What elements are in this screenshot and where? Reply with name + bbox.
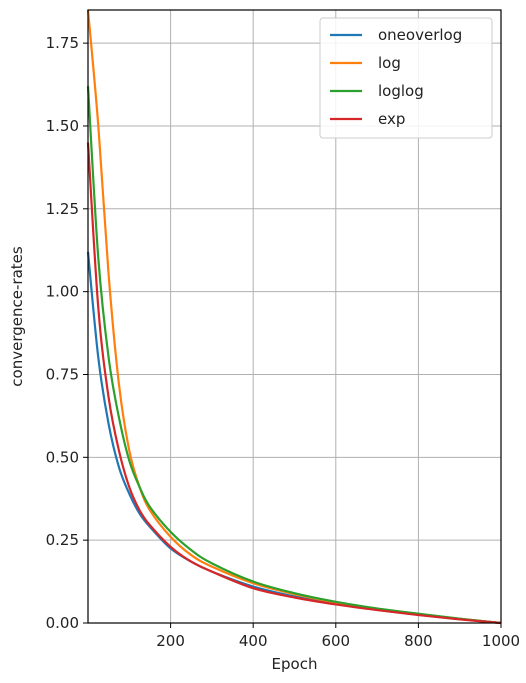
plot-frame [87,9,502,624]
x-tick-label: 600 [321,632,350,650]
x-axis-ticks: 200 400 600 800 1000 [156,623,520,650]
legend-label: loglog [378,82,424,100]
x-tick-label: 1000 [482,632,520,650]
y-tick-label: 0.00 [46,614,79,632]
y-tick-label: 1.25 [46,200,79,218]
legend-label: oneoverlog [378,26,462,44]
x-axis-title: Epoch [272,655,318,673]
legend-label: log [378,54,401,72]
y-tick-label: 1.50 [46,117,79,135]
x-tick-label: 200 [156,632,185,650]
y-tick-label: 0.50 [46,448,79,466]
x-tick-label: 400 [239,632,268,650]
y-tick-label: 1.75 [46,34,79,52]
x-tick-label: 800 [404,632,433,650]
series-line-exp [86,142,502,625]
y-axis-ticks: 0.00 0.25 0.50 0.75 1.00 1.25 1.50 1.75 [46,34,88,632]
series-lines [86,9,502,625]
y-tick-label: 1.00 [46,283,79,301]
legend-box [319,17,493,139]
y-axis-title: convergence-rates [8,246,26,387]
y-tick-label: 0.75 [46,365,79,383]
series-line-loglog [86,86,502,625]
legend-label: exp [378,110,405,128]
y-tick-label: 0.25 [46,531,79,549]
